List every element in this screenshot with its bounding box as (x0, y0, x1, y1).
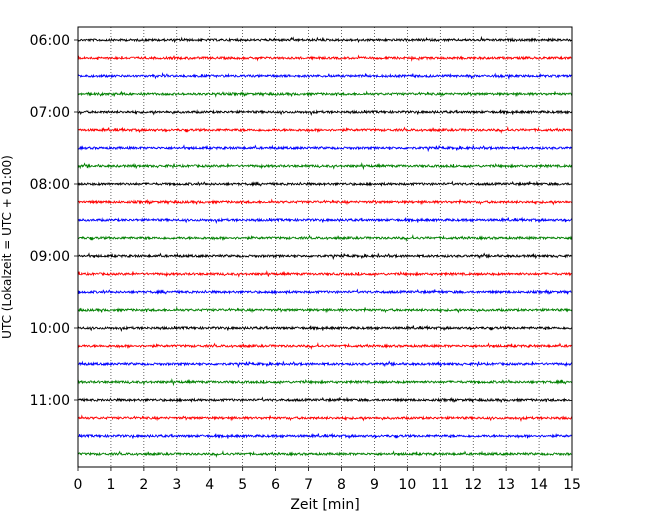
trace-0945 (77, 306, 573, 314)
plot-frame (77, 26, 573, 468)
x-tick-label: 8 (337, 477, 346, 493)
x-tick-label: 5 (238, 477, 247, 493)
trace-0715 (77, 125, 573, 134)
x-tick-label: 14 (530, 477, 548, 493)
trace-0645 (77, 90, 573, 98)
x-tick-label: 15 (563, 477, 581, 493)
trace-0700 (77, 109, 573, 116)
trace-0630 (77, 71, 573, 81)
x-tick-label: 1 (106, 477, 115, 493)
trace-0800 (77, 180, 573, 187)
x-tick-label: 11 (431, 477, 449, 493)
x-tick-label: 4 (205, 477, 214, 493)
x-tick-label: 2 (139, 477, 148, 493)
y-tick-label: 10:00 (30, 321, 70, 337)
y-axis-label: UTC (Lokalzeit = UTC + 01:00) (0, 155, 14, 339)
x-tick-label: 13 (497, 477, 515, 493)
trace-1100 (77, 396, 573, 403)
x-tick-label: 3 (172, 477, 181, 493)
trace-1130 (77, 432, 573, 440)
trace-1030 (77, 360, 573, 369)
y-tick-label: 07:00 (30, 105, 70, 121)
trace-1000 (77, 324, 573, 332)
trace-0615 (77, 54, 573, 62)
x-axis-label: Zeit [min] (290, 497, 359, 513)
trace-1115 (77, 414, 573, 422)
trace-0730 (77, 144, 573, 153)
x-tick-label: 0 (74, 477, 83, 493)
grid-layer (110, 27, 540, 467)
x-tick-label: 6 (271, 477, 280, 493)
trace-0815 (77, 198, 573, 206)
y-tick-label: 06:00 (30, 33, 70, 49)
x-tick-label: 12 (464, 477, 482, 493)
y-tick-label: 08:00 (30, 177, 70, 193)
trace-1045 (77, 378, 573, 387)
trace-0930 (77, 288, 573, 295)
trace-0915 (77, 270, 573, 278)
trace-1015 (77, 341, 573, 350)
trace-0900 (77, 252, 573, 261)
trace-0600 (77, 35, 573, 44)
trace-0745 (77, 162, 573, 171)
trace-0845 (77, 233, 573, 242)
trace-0830 (77, 216, 573, 224)
y-tick-label: 11:00 (30, 393, 70, 409)
y-tick-label: 09:00 (30, 249, 70, 265)
x-tick-label: 9 (370, 477, 379, 493)
y-axis-ticks: 06:00 07:00 08:00 09:00 10:00 11:00 (30, 33, 78, 409)
x-axis-ticks: 0 1 2 3 4 5 6 7 8 9 10 11 12 13 14 15 (74, 467, 581, 493)
trace-1145 (77, 449, 573, 458)
trace-layer (77, 35, 573, 458)
x-tick-label: 7 (304, 477, 313, 493)
x-tick-label: 10 (398, 477, 416, 493)
